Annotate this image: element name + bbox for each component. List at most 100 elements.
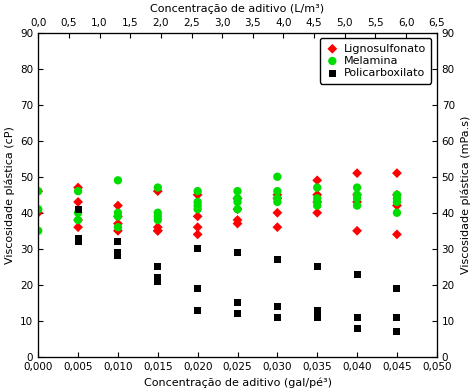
Melamina xyxy=(314,202,321,209)
Melamina xyxy=(234,195,241,201)
Policarboxilato xyxy=(393,314,401,320)
Lignosulfonato xyxy=(314,177,321,183)
Lignosulfonato xyxy=(274,192,281,198)
Policarboxilato xyxy=(234,300,241,306)
Policarboxilato xyxy=(154,278,162,284)
Melamina xyxy=(314,195,321,201)
Lignosulfonato xyxy=(393,231,401,238)
Lignosulfonato xyxy=(154,228,162,234)
Lignosulfonato xyxy=(234,220,241,227)
Policarboxilato xyxy=(74,238,82,245)
Y-axis label: Viscosidade plástica (mPa.s): Viscosidade plástica (mPa.s) xyxy=(460,116,471,274)
Melamina xyxy=(353,195,361,201)
Melamina xyxy=(234,199,241,205)
Lignosulfonato xyxy=(353,170,361,176)
Lignosulfonato xyxy=(34,188,42,194)
Lignosulfonato xyxy=(393,202,401,209)
Lignosulfonato xyxy=(274,224,281,230)
Policarboxilato xyxy=(194,307,201,313)
Policarboxilato xyxy=(234,249,241,256)
Lignosulfonato xyxy=(154,228,162,234)
Melamina xyxy=(393,199,401,205)
Policarboxilato xyxy=(353,314,361,320)
Lignosulfonato xyxy=(194,224,201,230)
Lignosulfonato xyxy=(274,195,281,201)
X-axis label: Concentração de aditivo (gal/pé³): Concentração de aditivo (gal/pé³) xyxy=(143,377,332,388)
Melamina xyxy=(114,213,122,220)
Policarboxilato xyxy=(314,307,321,313)
X-axis label: Concentração de aditivo (L/m³): Concentração de aditivo (L/m³) xyxy=(151,4,324,14)
Melamina xyxy=(234,206,241,212)
Melamina xyxy=(314,184,321,191)
Melamina xyxy=(353,202,361,209)
Policarboxilato xyxy=(393,328,401,335)
Policarboxilato xyxy=(274,256,281,263)
Policarboxilato xyxy=(194,285,201,292)
Melamina xyxy=(194,206,201,212)
Melamina xyxy=(154,217,162,223)
Policarboxilato xyxy=(74,206,82,212)
Policarboxilato xyxy=(314,314,321,320)
Melamina xyxy=(194,199,201,205)
Policarboxilato xyxy=(274,314,281,320)
Policarboxilato xyxy=(154,264,162,270)
Lignosulfonato xyxy=(314,199,321,205)
Legend: Lignosulfonato, Melamina, Policarboxilato: Lignosulfonato, Melamina, Policarboxilat… xyxy=(320,38,431,84)
Lignosulfonato xyxy=(74,199,82,205)
Melamina xyxy=(393,195,401,201)
Melamina xyxy=(274,188,281,194)
Policarboxilato xyxy=(353,325,361,331)
Melamina xyxy=(34,228,42,234)
Lignosulfonato xyxy=(314,210,321,216)
Melamina xyxy=(74,188,82,194)
Policarboxilato xyxy=(154,274,162,281)
Lignosulfonato xyxy=(353,199,361,205)
Melamina xyxy=(154,213,162,220)
Policarboxilato xyxy=(74,235,82,241)
Melamina xyxy=(74,210,82,216)
Lignosulfonato xyxy=(114,213,122,220)
Melamina xyxy=(353,184,361,191)
Melamina xyxy=(353,192,361,198)
Policarboxilato xyxy=(353,271,361,277)
Lignosulfonato xyxy=(314,192,321,198)
Melamina xyxy=(274,195,281,201)
Melamina xyxy=(314,199,321,205)
Y-axis label: Viscosidade plástica (cP): Viscosidade plástica (cP) xyxy=(4,126,15,264)
Lignosulfonato xyxy=(34,210,42,216)
Melamina xyxy=(114,224,122,230)
Melamina xyxy=(74,217,82,223)
Policarboxilato xyxy=(194,246,201,252)
Melamina xyxy=(154,210,162,216)
Lignosulfonato xyxy=(154,224,162,230)
Policarboxilato xyxy=(114,238,122,245)
Policarboxilato xyxy=(393,285,401,292)
Lignosulfonato xyxy=(234,195,241,201)
Policarboxilato xyxy=(114,253,122,259)
Melamina xyxy=(194,188,201,194)
Lignosulfonato xyxy=(234,206,241,212)
Policarboxilato xyxy=(114,249,122,256)
Lignosulfonato xyxy=(393,192,401,198)
Lignosulfonato xyxy=(274,210,281,216)
Melamina xyxy=(274,199,281,205)
Melamina xyxy=(234,188,241,194)
Melamina xyxy=(34,206,42,212)
Lignosulfonato xyxy=(154,188,162,194)
Lignosulfonato xyxy=(74,217,82,223)
Lignosulfonato xyxy=(74,224,82,230)
Melamina xyxy=(154,184,162,191)
Lignosulfonato xyxy=(194,231,201,238)
Lignosulfonato xyxy=(74,184,82,191)
Melamina xyxy=(274,174,281,180)
Lignosulfonato xyxy=(353,192,361,198)
Melamina xyxy=(393,210,401,216)
Melamina xyxy=(393,192,401,198)
Melamina xyxy=(34,188,42,194)
Lignosulfonato xyxy=(393,170,401,176)
Lignosulfonato xyxy=(114,220,122,227)
Lignosulfonato xyxy=(194,213,201,220)
Lignosulfonato xyxy=(234,217,241,223)
Policarboxilato xyxy=(234,310,241,317)
Policarboxilato xyxy=(314,264,321,270)
